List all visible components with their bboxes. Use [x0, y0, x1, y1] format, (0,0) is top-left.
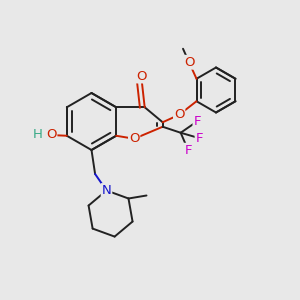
Text: F: F — [196, 132, 203, 145]
Text: F: F — [184, 144, 192, 157]
Text: O: O — [129, 132, 140, 145]
Text: O: O — [174, 108, 184, 121]
Text: F: F — [194, 115, 201, 128]
Text: H: H — [33, 128, 43, 141]
Text: N: N — [102, 184, 111, 197]
Text: O: O — [136, 70, 147, 83]
Text: O: O — [184, 56, 194, 69]
Text: O: O — [46, 128, 56, 141]
